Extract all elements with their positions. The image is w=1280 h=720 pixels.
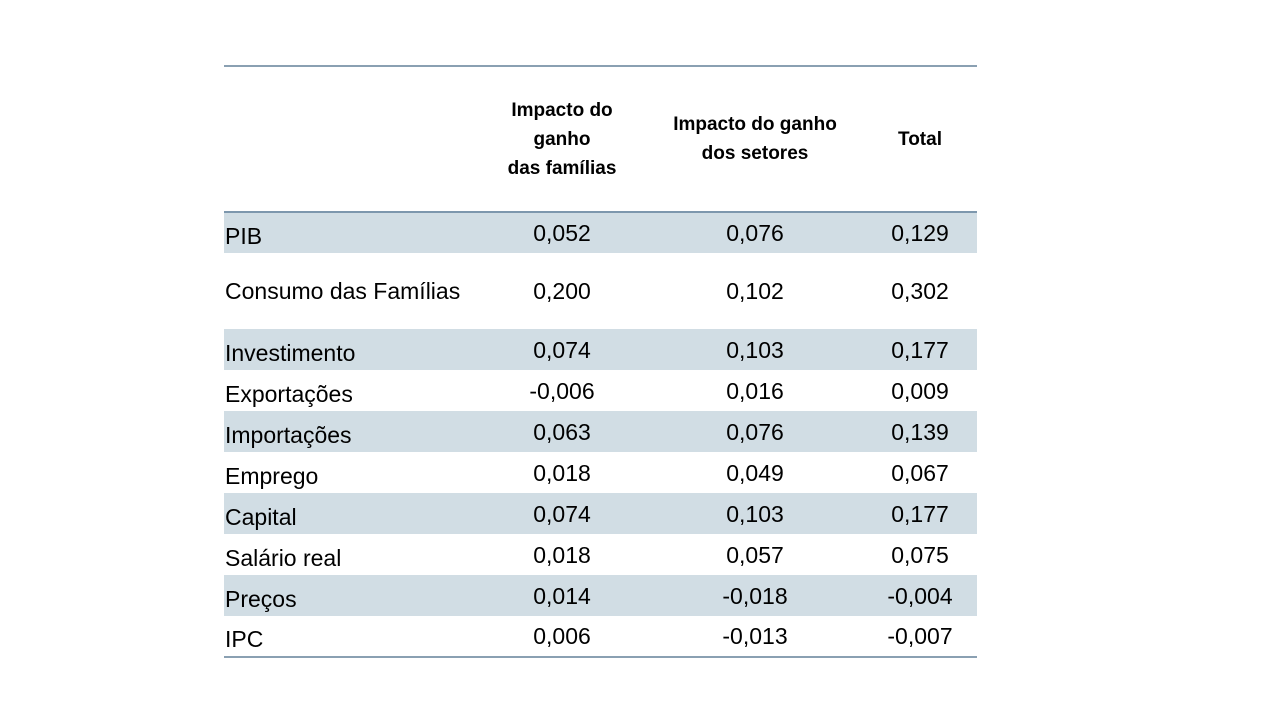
cell-household: 0,074 <box>477 493 647 534</box>
header-household-line-2: ganho <box>533 128 591 150</box>
header-household-impact: Impacto do ganho das famílias <box>477 65 647 213</box>
cell-household: 0,063 <box>477 411 647 452</box>
cell-sector: 0,057 <box>726 541 784 568</box>
table-row: Salário real 0,018 0,057 0,075 <box>224 534 977 575</box>
cell-household: 0,006 <box>477 616 647 658</box>
table-row: Importações 0,063 0,076 0,139 <box>224 411 977 452</box>
cell-sector: 0,049 <box>726 459 784 486</box>
row-label: Investimento <box>224 329 477 370</box>
cell-household: 0,200 <box>533 278 591 304</box>
cell-total: -0,004 <box>863 575 977 616</box>
table-row: Investimento 0,074 0,103 0,177 <box>224 329 977 370</box>
cell-total: -0,007 <box>863 616 977 658</box>
cell-sector: 0,102 <box>726 278 784 304</box>
cell-sector: 0,016 <box>726 377 784 404</box>
header-label-column <box>224 65 477 213</box>
results-table: Impacto do ganho das famílias Impacto do… <box>224 65 977 658</box>
cell-household: 0,052 <box>477 212 647 253</box>
cell-household: 0,018 <box>533 541 591 568</box>
table-row: Capital 0,074 0,103 0,177 <box>224 493 977 534</box>
cell-household: 0,074 <box>477 329 647 370</box>
row-label: PIB <box>224 212 477 253</box>
row-label: Exportações <box>225 380 353 407</box>
cell-total: 0,139 <box>863 411 977 452</box>
table-row: Consumo das Famílias 0,200 0,102 0,302 <box>224 253 977 329</box>
table-row: Preços 0,014 -0,018 -0,004 <box>224 575 977 616</box>
header-total: Total <box>863 65 977 213</box>
row-label: Salário real <box>225 544 342 571</box>
cell-household: 0,014 <box>477 575 647 616</box>
cell-total: 0,129 <box>863 212 977 253</box>
header-sector-line-2: dos setores <box>701 143 809 164</box>
cell-total: 0,302 <box>891 278 949 304</box>
header-total-text: Total <box>898 128 942 150</box>
row-label: Emprego <box>225 462 319 489</box>
row-label: Importações <box>224 411 477 452</box>
header-sector-impact: Impacto do ganho dos setores <box>647 65 863 213</box>
cell-sector: 0,076 <box>647 411 863 452</box>
cell-household: 0,018 <box>533 459 591 486</box>
row-label: IPC <box>224 616 477 658</box>
cell-total: 0,177 <box>863 329 977 370</box>
cell-sector: 0,103 <box>647 493 863 534</box>
cell-total: 0,177 <box>863 493 977 534</box>
cell-total: 0,075 <box>891 541 949 568</box>
cell-sector: 0,076 <box>647 212 863 253</box>
table-row: IPC 0,006 -0,013 -0,007 <box>224 616 977 658</box>
cell-total: 0,009 <box>891 377 949 404</box>
header-household-line-1: Impacto do <box>511 99 613 121</box>
row-label: Consumo das Famílias <box>225 278 461 304</box>
table-row: Emprego 0,018 0,049 0,067 <box>224 452 977 493</box>
row-label: Capital <box>224 493 477 534</box>
cell-household: -0,006 <box>529 377 595 404</box>
table-row: PIB 0,052 0,076 0,129 <box>224 212 977 253</box>
cell-sector: -0,013 <box>647 616 863 658</box>
row-label: Preços <box>224 575 477 616</box>
header-sector-line-1: Impacto do ganho <box>673 114 837 135</box>
table-header-row: Impacto do ganho das famílias Impacto do… <box>224 65 977 213</box>
cell-total: 0,067 <box>891 459 949 486</box>
header-household-line-3: das famílias <box>507 157 617 179</box>
table-row: Exportações -0,006 0,016 0,009 <box>224 370 977 411</box>
cell-sector: 0,103 <box>647 329 863 370</box>
cell-sector: -0,018 <box>647 575 863 616</box>
